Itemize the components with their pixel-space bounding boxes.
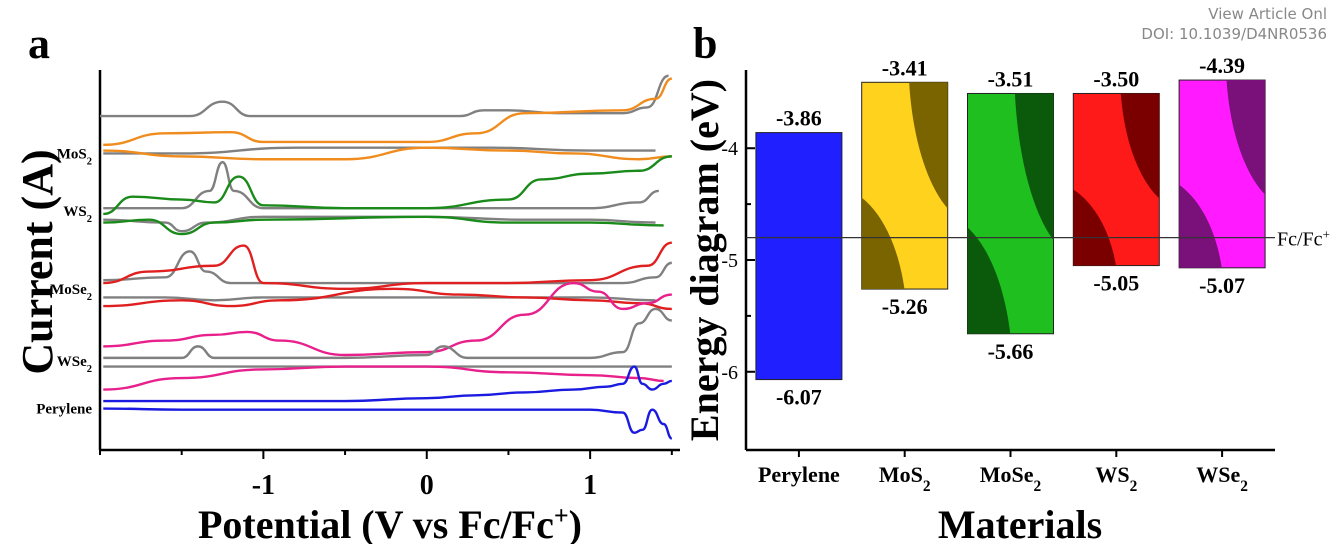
view-article-link[interactable]: View Article Onl <box>1208 5 1327 23</box>
bar-top-label: -4.39 <box>1199 53 1245 78</box>
y-axis-title: Energy diagram (eV) <box>682 79 727 441</box>
cv-trace-6 <box>103 215 656 233</box>
bar-top-label: -3.41 <box>882 55 928 80</box>
x-tick-label: 1 <box>583 470 597 501</box>
cv-trace-10 <box>103 296 656 302</box>
cv-trace-4 <box>103 160 659 210</box>
x-tick-label-MoS2: MoS2 <box>879 462 931 495</box>
x-tick-label-WS2: WS2 <box>1095 462 1137 495</box>
trace-label-1: WS2 <box>63 204 92 225</box>
bar-top-label: -3.86 <box>776 106 822 131</box>
trace-label-2: MoSe2 <box>50 282 92 303</box>
bar-top-label: -3.51 <box>988 66 1034 91</box>
corner-shade-top <box>1014 93 1054 240</box>
cv-trace-13 <box>103 307 673 360</box>
bar-bottom-label: -5.05 <box>1093 271 1139 296</box>
panel-letter-a: a <box>28 19 50 68</box>
panel-a-cyclic-voltammetry: a -1 0 1 MoS2 WS2 MoSe2 WSe2 Perylene Potential (… <box>13 19 680 544</box>
corner-shade-bottom <box>967 227 1011 334</box>
trace-label-0: MoS2 <box>57 146 92 167</box>
cv-trace-8 <box>103 250 673 285</box>
trace-label-4: Perylene <box>36 402 92 418</box>
bar-bottom-label: -5.26 <box>882 294 928 319</box>
cv-trace-15 <box>103 365 664 391</box>
panel-b-energy-diagram: b -4 -5 -6 -3.86 -6.07 Perylene -3.41 -5.26 MoS2 -… <box>682 19 1330 544</box>
corner-shade-bottom <box>1179 184 1222 268</box>
cv-trace-0 <box>99 74 669 118</box>
x-axis-title: Materials <box>938 502 1102 544</box>
cv-trace-2 <box>103 146 656 155</box>
cv-trace-9 <box>103 241 673 290</box>
corner-shade-top <box>1120 93 1160 199</box>
bar-shading-WSe2 <box>1179 80 1266 268</box>
y-tick-label: -6 <box>721 362 738 384</box>
corner-shade-bottom <box>861 197 905 290</box>
cv-trace-11 <box>103 287 672 311</box>
x-tick-label: -1 <box>252 470 275 501</box>
cv-trace-12 <box>103 281 672 357</box>
cv-trace-16 <box>103 365 672 403</box>
bar-top-label: -3.50 <box>1093 66 1139 91</box>
x-tick-label: 0 <box>420 470 434 501</box>
bar-shading-MoSe2 <box>967 93 1054 334</box>
cv-trace-3 <box>103 146 672 161</box>
cv-trace-1 <box>103 77 673 147</box>
trace-label-3: WSe2 <box>57 354 92 375</box>
bar-shading-MoS2 <box>861 82 948 290</box>
panel-letter-b: b <box>693 19 717 68</box>
bar-bottom-label: -5.66 <box>988 339 1034 364</box>
y-tick-label: -4 <box>721 138 738 160</box>
corner-shade-bottom <box>1073 189 1116 266</box>
cv-trace-7 <box>103 215 664 236</box>
cv-trace-17 <box>103 407 673 440</box>
x-tick-label-MoSe2: MoSe2 <box>980 462 1042 495</box>
bar-shading-WS2 <box>1073 93 1160 266</box>
bar-bottom-label: -6.07 <box>776 385 822 410</box>
doi-label: DOI: 10.1039/D4NR0536 <box>1141 25 1327 43</box>
x-axis-title: Potential (V vs Fc/Fc+) <box>198 501 582 544</box>
cv-trace-5 <box>103 155 672 216</box>
y-tick-label: -5 <box>721 250 738 272</box>
corner-shade-top <box>909 82 948 209</box>
corner-shade-top <box>1226 80 1266 195</box>
x-tick-label-WSe2: WSe2 <box>1196 462 1248 495</box>
y-axis-title: Current (A) <box>13 149 62 374</box>
x-tick-label-Perylene: Perylene <box>758 462 840 487</box>
bar-Perylene <box>755 132 843 381</box>
reference-line-label: Fc/Fc+ <box>1277 226 1330 251</box>
bar-bottom-label: -5.07 <box>1199 273 1245 298</box>
